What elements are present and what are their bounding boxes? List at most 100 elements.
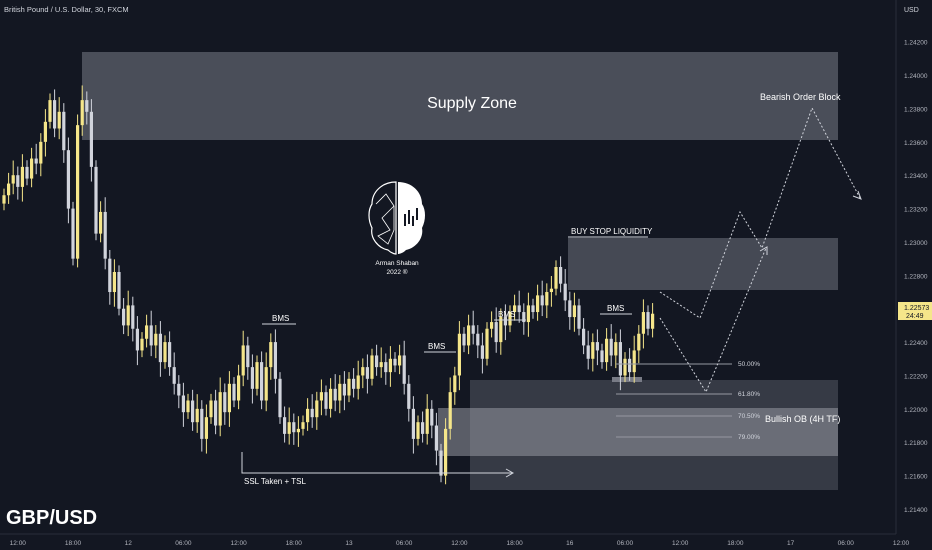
candle-body bbox=[172, 367, 176, 384]
time-tick-label: 17 bbox=[787, 540, 795, 547]
time-tick-label: 18:00 bbox=[506, 540, 523, 547]
candle-body bbox=[646, 312, 650, 329]
candle-body bbox=[637, 333, 641, 351]
candle-body bbox=[586, 345, 590, 359]
candle-body bbox=[99, 211, 103, 234]
candle-body bbox=[494, 322, 498, 343]
candle-body bbox=[462, 333, 466, 346]
candle-body bbox=[209, 400, 213, 418]
bullish-ob-label: Bullish OB (4H TF) bbox=[765, 414, 840, 424]
symbol-title[interactable]: British Pound / U.S. Dollar, 30, FXCM bbox=[4, 5, 129, 14]
candle-body bbox=[108, 258, 112, 293]
candle-body bbox=[407, 383, 411, 409]
candle-body bbox=[71, 208, 75, 259]
candle-body bbox=[283, 417, 287, 434]
time-tick-label: 12:00 bbox=[230, 540, 247, 547]
brain-right-half bbox=[398, 182, 425, 254]
candle-body bbox=[333, 388, 337, 401]
candle-body bbox=[582, 328, 586, 346]
projection-arrow-head-2 bbox=[759, 246, 768, 255]
candle-body bbox=[572, 305, 576, 318]
candle-body bbox=[453, 375, 457, 393]
candle-body bbox=[122, 308, 126, 326]
candle-body bbox=[416, 422, 420, 439]
candle-body bbox=[301, 422, 305, 429]
candle-body bbox=[480, 345, 484, 359]
time-tick-label: 12:00 bbox=[10, 540, 27, 547]
ssl-taken-arrow bbox=[241, 452, 512, 474]
candle-body bbox=[347, 378, 351, 396]
candle-body bbox=[467, 325, 471, 346]
time-tick-label: 06:00 bbox=[838, 540, 855, 547]
time-tick-label: 06:00 bbox=[617, 540, 634, 547]
candle-body bbox=[352, 378, 356, 389]
candle-body bbox=[306, 408, 310, 423]
candle-body bbox=[94, 166, 98, 234]
price-tick-label: 1.21600 bbox=[904, 474, 928, 481]
price-tick-label: 1.23200 bbox=[904, 207, 928, 214]
ssl-arrow-head bbox=[505, 468, 515, 478]
fib-label-50: 50.00% bbox=[738, 361, 760, 368]
candle-body bbox=[554, 267, 558, 289]
candle-body bbox=[131, 305, 135, 329]
candle-body bbox=[471, 325, 475, 334]
time-tick-label: 06:00 bbox=[396, 540, 413, 547]
candle-body bbox=[43, 121, 47, 142]
brain-network-lines bbox=[375, 193, 395, 245]
candle-body bbox=[117, 272, 121, 309]
candle-body bbox=[200, 408, 204, 439]
candle-body bbox=[315, 400, 319, 418]
bms-label-4: BMS bbox=[607, 304, 624, 313]
candle-body bbox=[513, 305, 517, 313]
candle-body bbox=[651, 313, 655, 329]
candle-body bbox=[140, 338, 144, 351]
bms-label-1: BMS bbox=[272, 314, 289, 323]
candle-body bbox=[310, 408, 314, 418]
price-tick-label: 1.22800 bbox=[904, 273, 928, 280]
candle-body bbox=[135, 328, 139, 351]
candle-body bbox=[641, 312, 645, 334]
time-tick-label: 13 bbox=[345, 540, 353, 547]
candle-body bbox=[329, 388, 333, 409]
candle-body bbox=[499, 317, 503, 343]
candle-body bbox=[214, 400, 218, 426]
time-tick-label: 12:00 bbox=[451, 540, 468, 547]
candle-body bbox=[577, 305, 581, 329]
candle-body bbox=[85, 100, 89, 112]
candle-body bbox=[425, 408, 429, 434]
candle-body bbox=[260, 362, 264, 401]
brain-logo bbox=[368, 181, 425, 255]
candle-body bbox=[595, 342, 599, 351]
candle-body bbox=[614, 342, 618, 356]
candle-body bbox=[158, 333, 162, 363]
candle-body bbox=[388, 358, 392, 373]
current-price-countdown: 24:49 bbox=[906, 313, 924, 320]
candle-body bbox=[476, 333, 480, 346]
candle-body bbox=[549, 288, 553, 293]
candle-body bbox=[545, 292, 549, 306]
candle-body bbox=[103, 211, 107, 259]
candle-body bbox=[39, 141, 43, 164]
buy-stop-liquidity-label: BUY STOP LIQUIDITY bbox=[571, 227, 653, 236]
price-axis-ticks[interactable]: 1.24200 1.24000 1.23800 1.23600 1.23400 1.232… bbox=[904, 40, 928, 514]
candle-body bbox=[632, 350, 636, 373]
candle-body bbox=[457, 333, 461, 376]
candle-body bbox=[204, 417, 208, 439]
candle-body bbox=[361, 367, 365, 376]
fib-label-618: 61.80% bbox=[738, 391, 760, 398]
candle-body bbox=[223, 392, 227, 413]
candle-body bbox=[25, 166, 29, 179]
projection-arrow-head-1 bbox=[852, 190, 862, 200]
bearish-order-block-label: Bearish Order Block bbox=[760, 92, 841, 102]
time-axis-ticks[interactable]: 12:00 18:00 12 06:00 12:00 18:00 13 06:00 12:00 1… bbox=[10, 540, 932, 547]
candle-body bbox=[379, 362, 383, 368]
candle-body bbox=[76, 125, 80, 259]
candle-body bbox=[11, 175, 15, 184]
buy-stop-liquidity-box[interactable] bbox=[568, 238, 838, 290]
candle-body bbox=[255, 362, 259, 389]
supply-zone-box[interactable] bbox=[82, 52, 838, 140]
price-tick-label: 1.22200 bbox=[904, 373, 928, 380]
ssl-taken-label: SSL Taken + TSL bbox=[244, 477, 306, 486]
fib-label-705: 70.50% bbox=[738, 413, 760, 420]
